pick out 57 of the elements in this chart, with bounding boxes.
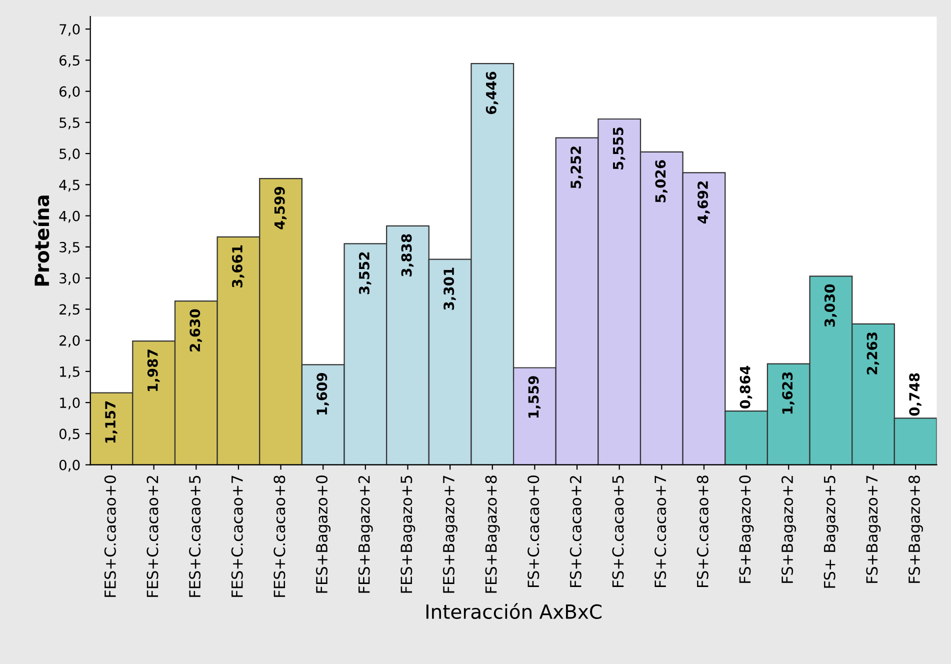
x-tick-label: FES+C.cacao+0 (104, 476, 116, 597)
y-tick-label: 6,5 (60, 55, 80, 68)
data-label: 1,559 (528, 376, 541, 418)
data-label: 1,987 (147, 350, 160, 391)
data-label: 0,864 (740, 366, 752, 408)
data-label: 3,838 (401, 234, 414, 276)
y-tick-label: 6,0 (60, 86, 80, 98)
x-tick-label: FES+C.cacao+5 (189, 476, 201, 597)
x-tick-label: FES+C.cacao+2 (146, 476, 158, 597)
y-tick-label: 5,5 (60, 118, 80, 130)
data-label: 5,026 (655, 160, 668, 202)
y-tick-label: 5,0 (60, 148, 80, 160)
y-tick-label: 1,0 (60, 398, 80, 410)
y-tick-label: 2,5 (60, 304, 80, 316)
x-tick-label: FS+Bagazo+2 (781, 476, 796, 583)
y-tick-label: 4,5 (59, 180, 80, 192)
x-tick-label: FES+Bagazo+7 (442, 476, 458, 593)
y-axis-title: Proteína (33, 196, 50, 286)
data-label: 1,623 (782, 372, 794, 414)
data-label: 4,692 (698, 181, 710, 224)
x-tick-label: FES+Bagazo+0 (316, 476, 330, 593)
y-tick-label: 4,0 (59, 210, 80, 223)
data-label: 3,661 (232, 245, 244, 288)
y-tick-label: 7,0 (60, 24, 80, 36)
x-tick-label: FS+C.cacao+2 (570, 476, 582, 587)
x-tick-label: FS+C.cacao+0 (528, 476, 540, 587)
x-axis-title: Interacción AxBxC (426, 603, 602, 619)
data-label: 1,609 (316, 372, 329, 414)
data-label: 6,446 (486, 72, 498, 114)
y-tick-label: 0,5 (59, 428, 80, 441)
data-label: 4,599 (274, 186, 287, 230)
x-tick-label: FS+Bagazo+0 (739, 476, 754, 583)
data-label: 3,301 (444, 268, 456, 310)
y-tick-label: 2,0 (60, 335, 80, 348)
x-tick-label: FES+Bagazo+5 (400, 476, 416, 593)
data-label: 2,263 (866, 332, 880, 374)
y-tick-label: 3,5 (60, 242, 80, 254)
y-tick-label: 1,5 (60, 366, 80, 378)
data-label: 1,157 (105, 401, 118, 443)
x-tick-label: FES+C.cacao+7 (231, 476, 243, 597)
x-tick-label: FS+C.cacao+8 (696, 476, 708, 587)
data-label: 5,555 (613, 127, 626, 170)
y-tick-label: 0,0 (59, 460, 80, 472)
data-label: 3,552 (358, 252, 372, 294)
x-tick-label: FS+Bagazo+7 (866, 476, 881, 583)
x-tick-label: FS+Bagazo+8 (908, 476, 923, 583)
y-tick-label: 3,0 (60, 273, 80, 285)
data-label: 5,252 (570, 146, 583, 188)
x-tick-label: FES+C.cacao+8 (274, 476, 286, 597)
x-tick-label: FS+C.cacao+7 (654, 476, 666, 587)
x-tick-label: FS+C.cacao+5 (612, 476, 624, 587)
data-label: 3,030 (824, 284, 837, 327)
x-tick-label: FES+Bagazo+2 (358, 476, 373, 593)
data-label: 0,748 (909, 373, 922, 416)
x-tick-label: FS+ Bagazo+5 (824, 476, 838, 588)
data-label: 2,630 (190, 309, 202, 352)
x-tick-label: FES+Bagazo+8 (485, 476, 500, 593)
